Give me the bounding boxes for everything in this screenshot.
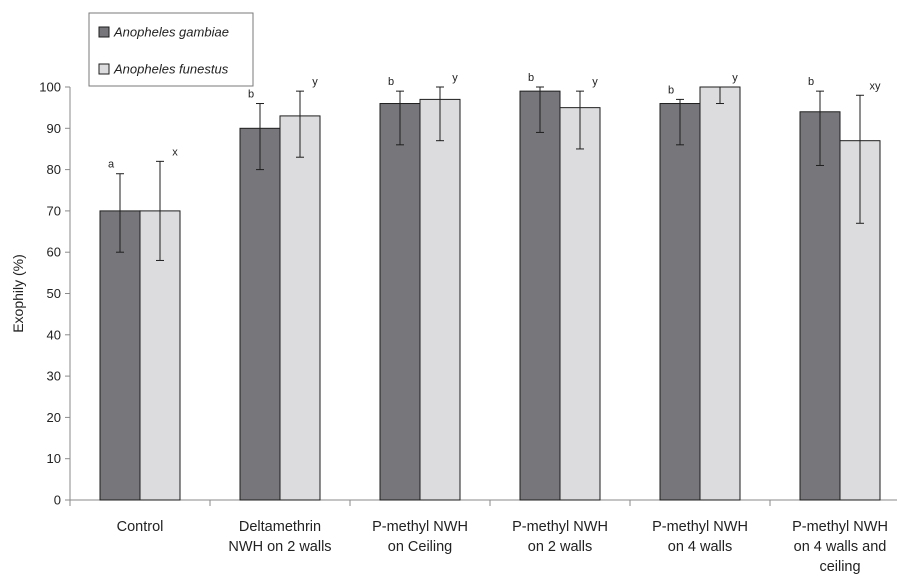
significance-letter: b [808, 76, 814, 88]
x-category-label: Deltamethrin NWH on 2 walls [228, 519, 331, 555]
bar [799, 111, 841, 501]
bar [99, 210, 141, 501]
x-category-label: P-methyl NWH on Ceiling [372, 519, 468, 555]
x-category-label: P-methyl NWH on 4 walls [652, 519, 748, 555]
chart-bars [99, 86, 881, 501]
legend-box [88, 12, 254, 87]
x-category-label-line: on 4 walls [668, 539, 732, 555]
bar [239, 127, 281, 501]
significance-letter: x [172, 146, 178, 158]
legend-swatch [98, 63, 110, 75]
x-category-label-line: ceiling [819, 559, 860, 575]
x-category-label-line: Deltamethrin [239, 519, 321, 535]
x-category-label-line: on 2 walls [528, 539, 592, 555]
y-tick-label: 90 [47, 121, 61, 136]
x-category-label: P-methyl NWH on 4 walls and ceiling [792, 519, 888, 575]
y-tick-label: 40 [47, 327, 61, 342]
significance-letter: b [388, 76, 394, 88]
x-category-label-line: P-methyl NWH [652, 519, 748, 535]
x-category-label-line: on 4 walls and [794, 539, 887, 555]
chart-axes: 0 10 20 30 40 50 60 70 80 90 100 Exophily (%) [10, 80, 897, 508]
x-category-label-line: on Ceiling [388, 539, 453, 555]
bar [559, 107, 601, 501]
y-tick-label: 50 [47, 286, 61, 301]
significance-letter: b [668, 84, 674, 96]
bar [699, 86, 741, 501]
legend-label: Anopheles gambiae [113, 25, 229, 40]
x-category-label-line: P-methyl NWH [372, 519, 468, 535]
bar [519, 90, 561, 501]
bar [279, 115, 321, 501]
x-category-label-line: Control [117, 519, 164, 535]
x-category-label: P-methyl NWH on 2 walls [512, 519, 608, 555]
x-category-label: Control [117, 519, 164, 535]
significance-letter: xy [870, 80, 882, 92]
y-tick-label: 80 [47, 162, 61, 177]
x-category-label-line: P-methyl NWH [512, 519, 608, 535]
y-tick-label: 100 [39, 80, 61, 95]
bar [659, 103, 701, 501]
y-axis-label: Exophily (%) [10, 254, 26, 333]
legend-swatch [98, 26, 110, 38]
bar [379, 103, 421, 501]
significance-letter: y [452, 72, 458, 84]
significance-letter: y [312, 76, 318, 88]
y-tick-label: 0 [54, 493, 61, 508]
x-category-label-line: NWH on 2 walls [228, 539, 331, 555]
y-tick-label: 60 [47, 245, 61, 260]
y-tick-label: 20 [47, 410, 61, 425]
significance-letter: y [592, 76, 598, 88]
y-tick-label: 10 [47, 451, 61, 466]
significance-letter: a [108, 159, 115, 171]
legend-label: Anopheles funestus [113, 62, 229, 77]
x-category-label-line: P-methyl NWH [792, 519, 888, 535]
bar [419, 98, 461, 501]
significance-letter: b [248, 89, 254, 101]
significance-letter: b [528, 72, 534, 84]
y-tick-label: 30 [47, 369, 61, 384]
significance-letter: y [732, 72, 738, 84]
chart-legend: Anopheles gambiae Anopheles funestus [88, 12, 254, 87]
y-tick-label: 70 [47, 203, 61, 218]
